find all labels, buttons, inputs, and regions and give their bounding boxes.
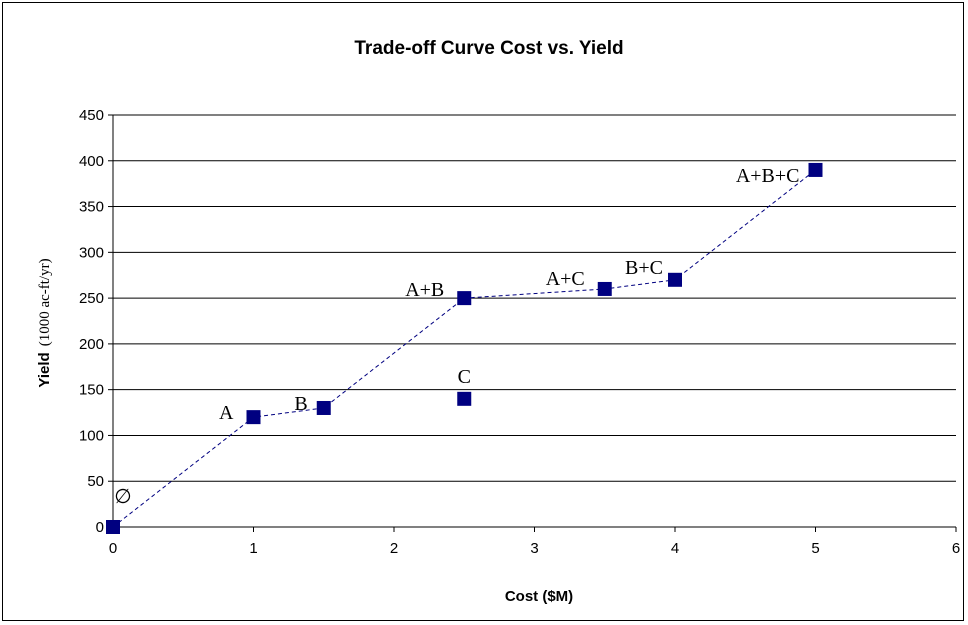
point-label-7: A+B+C: [736, 165, 800, 187]
x-tick-label-5: 5: [811, 540, 819, 557]
point-label-3: C: [458, 366, 471, 388]
data-point-1: [246, 410, 261, 425]
data-point-2: [316, 400, 331, 415]
y-axis-title-group: Yield (1000 ac-ft/yr): [36, 258, 53, 387]
x-tick-labels: 0 1 2 3 4 5 6: [109, 540, 960, 557]
axes: [108, 114, 957, 532]
point-label-4: A+B: [405, 279, 444, 301]
data-points: [106, 162, 823, 534]
y-tick-label-150: 150: [79, 382, 104, 399]
y-axis-title-unit: (1000 ac-ft/yr): [37, 258, 53, 346]
data-point-7: [808, 162, 823, 177]
y-axis-title: Yield (1000 ac-ft/yr): [36, 258, 53, 387]
tradeoff-curve: [112, 169, 816, 528]
y-axis-title-main: Yield: [36, 352, 53, 387]
y-tick-label-200: 200: [79, 336, 104, 353]
tradeoff-curve-line: [112, 169, 816, 528]
y-tick-label-350: 350: [79, 199, 104, 216]
x-tick-label-0: 0: [109, 540, 117, 557]
y-tick-label-400: 400: [79, 153, 104, 170]
data-point-3: [457, 391, 472, 406]
data-point-5: [597, 281, 612, 296]
chart: 0 50 100 150 200 250 300 350 400 450 0 1 2 3 4 5 6 ∅ A B C…: [36, 38, 960, 605]
data-point-6: [668, 272, 682, 287]
y-tick-label-300: 300: [79, 244, 104, 261]
data-point-0: [106, 520, 120, 534]
y-tick-label-0: 0: [96, 519, 104, 536]
y-tick-label-250: 250: [79, 290, 104, 307]
x-tick-label-4: 4: [671, 540, 679, 557]
point-label-2: B: [294, 393, 307, 415]
x-tick-label-3: 3: [530, 540, 538, 557]
point-label-6: B+C: [625, 257, 663, 279]
x-tick-label-6: 6: [952, 540, 960, 557]
point-label-5: A+C: [546, 268, 585, 290]
x-axis-title: Cost ($M): [505, 588, 573, 605]
point-label-0: ∅: [114, 486, 131, 508]
y-tick-label-100: 100: [79, 427, 104, 444]
x-tick-label-2: 2: [390, 540, 398, 557]
point-label-1: A: [219, 402, 234, 424]
chart-title: Trade-off Curve Cost vs. Yield: [354, 38, 623, 59]
y-tick-label-50: 50: [87, 473, 104, 490]
point-labels: ∅ A B C A+B A+C B+C A+B+C: [114, 165, 799, 508]
y-tick-label-450: 450: [79, 107, 104, 124]
grid-lines: [113, 114, 956, 482]
data-point-4: [457, 291, 472, 306]
x-tick-label-1: 1: [249, 540, 257, 557]
y-tick-labels: 0 50 100 150 200 250 300 350 400 450: [79, 107, 104, 536]
